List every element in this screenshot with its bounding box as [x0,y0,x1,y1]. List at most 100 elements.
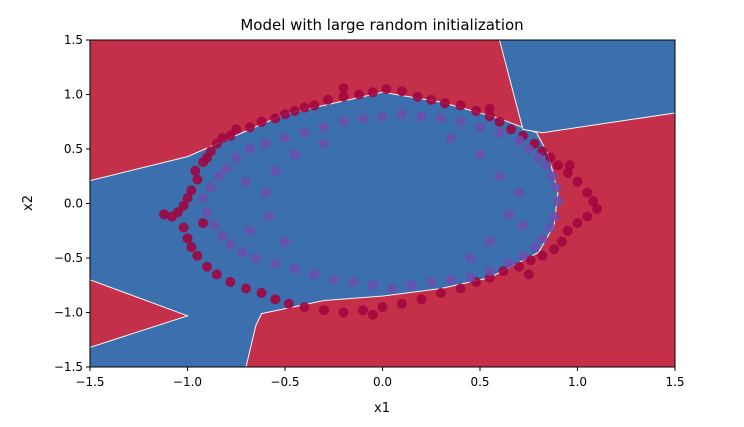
inner-data-point [445,274,456,285]
inner-data-point [260,138,271,149]
outer-data-point [498,266,509,277]
outer-data-point [211,269,222,280]
inner-data-point [244,225,255,236]
inner-data-point [445,133,456,144]
outer-data-point [198,218,209,229]
outer-data-point [225,277,236,287]
outer-data-point [192,174,203,185]
outer-data-point [172,207,183,218]
outer-data-point [319,305,329,316]
inner-data-point [416,111,427,122]
outer-data-point [354,89,365,100]
inner-data-point [504,209,515,220]
inner-data-point [328,274,339,285]
inner-data-point [514,135,524,146]
inner-data-point [397,109,407,120]
outer-data-point [338,307,349,318]
outer-data-point [256,287,267,298]
y-tick-label: −1.0 [54,306,83,320]
outer-data-point [322,94,333,105]
outer-data-point [525,255,536,266]
outer-data-point [186,185,197,196]
inner-data-point [537,233,548,244]
outer-data-point [412,91,423,102]
outer-data-point [562,168,573,178]
inner-data-point [319,122,329,133]
outer-data-point [582,211,593,222]
outer-data-point [572,176,583,187]
outer-data-point [553,160,563,171]
outer-data-point [270,113,281,124]
inner-data-point [504,258,515,269]
outer-data-point [367,309,378,320]
outer-data-point [283,298,294,309]
outer-data-point [289,105,300,116]
inner-data-point [225,239,236,250]
outer-data-point [190,165,201,176]
inner-data-point [545,222,556,233]
inner-data-point [270,258,281,269]
inner-data-point [549,211,560,222]
y-tick-label: 0.5 [64,142,83,156]
inner-data-point [198,193,209,203]
inner-data-point [517,220,528,231]
inner-data-point [517,250,528,261]
outer-data-point [186,242,197,253]
inner-data-point [264,211,275,222]
y-tick-label: −0.5 [54,251,83,265]
inner-data-point [426,277,437,287]
x-tick-label: −1.0 [173,375,202,389]
inner-data-point [367,280,378,291]
outer-data-point [241,283,251,294]
inner-data-point [250,253,261,263]
outer-data-point [159,209,170,220]
inner-data-point [484,236,495,247]
outer-data-point [381,84,392,95]
outer-data-point [572,218,583,229]
outer-data-point [537,250,548,261]
plot-area [90,40,675,367]
inner-data-point [348,277,359,287]
outer-data-point [270,294,281,305]
outer-data-point [484,111,495,122]
inner-data-point [494,127,505,138]
inner-data-point [553,196,563,207]
outer-data-point [455,100,466,111]
inner-data-point [221,163,232,174]
inner-data-point [541,160,552,171]
outer-data-point [309,100,320,111]
inner-data-point [231,152,242,163]
outer-data-point [397,298,407,309]
inner-data-point [241,176,251,187]
outer-data-point [588,196,599,207]
outer-data-point [436,287,446,298]
inner-data-point [260,187,271,198]
inner-data-point [213,171,224,182]
outer-data-point [182,193,193,203]
x-tick-label: 1.5 [665,375,684,389]
inner-data-point [299,127,310,138]
inner-data-point [475,149,485,160]
outer-data-point [545,152,556,163]
inner-data-point [529,242,540,253]
chart-title: Model with large random initialization [240,16,523,34]
inner-data-point [436,113,446,124]
outer-data-point [244,122,255,133]
inner-data-point [280,133,290,144]
outer-data-point [592,203,602,214]
x-tick-label: −1.5 [75,375,104,389]
outer-data-point [231,124,242,135]
outer-data-point [178,200,189,211]
outer-data-point [514,261,524,272]
inner-data-point [270,165,281,176]
outer-data-point [299,102,310,113]
inner-data-point [237,247,248,258]
x-tick-label: −0.5 [270,375,299,389]
outer-data-point [523,269,534,280]
outer-data-point [582,187,593,198]
outer-data-point [192,250,203,261]
outer-data-point [205,146,216,157]
inner-data-point [205,182,216,193]
inner-data-point [209,220,220,231]
